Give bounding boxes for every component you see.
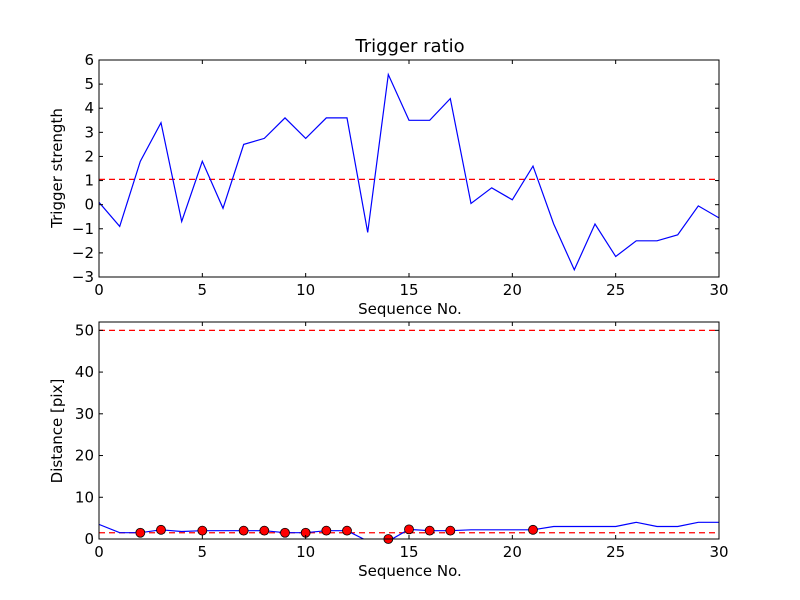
y-tick-label: 3 — [84, 123, 94, 141]
y-tick-label: 40 — [75, 363, 94, 381]
data-point — [404, 524, 414, 535]
x-tick-label: 15 — [399, 543, 418, 561]
data-point — [135, 527, 146, 538]
y-tick-label: 0 — [84, 196, 94, 214]
x-tick-label: 15 — [399, 281, 418, 299]
y-tick-label: 4 — [84, 99, 94, 117]
x-tick-label: 20 — [503, 543, 522, 561]
y-tick-label: −3 — [72, 268, 94, 286]
y-tick-label: 50 — [75, 321, 94, 339]
data-point — [445, 525, 456, 536]
x-axis-label: Sequence No. — [358, 300, 462, 318]
data-point — [197, 525, 208, 536]
y-axis-label: Trigger strength — [48, 108, 66, 229]
x-tick-label: 30 — [709, 281, 728, 299]
y-tick-label: 5 — [84, 75, 94, 93]
x-tick-label: 0 — [94, 281, 104, 299]
y-tick-label: 30 — [75, 405, 94, 423]
x-tick-label: 10 — [296, 281, 315, 299]
y-tick-label: 10 — [75, 488, 94, 506]
series-line — [99, 72, 719, 272]
x-tick-label: 5 — [198, 543, 208, 561]
data-point — [156, 524, 166, 535]
axes-frame — [98, 59, 720, 278]
data-point — [424, 525, 435, 536]
x-tick-label: 25 — [606, 543, 625, 561]
y-axis-label: Distance [pix] — [48, 379, 66, 484]
data-point — [321, 525, 332, 536]
trigger-ratio-chart: Trigger ratio 0 5 10 15 20 25 30−3−2−10123456 … — [48, 36, 729, 318]
x-tick-label: 30 — [709, 543, 728, 561]
x-tick-label: 20 — [503, 281, 522, 299]
y-tick-label: −1 — [72, 220, 94, 238]
x-axis-label: Sequence No. — [358, 562, 462, 580]
data-point — [238, 525, 249, 536]
y-tick-label: 6 — [84, 51, 94, 69]
chart-title: Trigger ratio — [354, 36, 464, 57]
x-tick-label: 25 — [606, 281, 625, 299]
data-point — [259, 525, 270, 536]
distance-chart: 0 5 10 15 20 25 30 0 10 20 30 40 50 Sequence No. Dis… — [48, 321, 729, 580]
x-tick-label: 10 — [296, 543, 315, 561]
y-tick-label: 2 — [84, 147, 94, 165]
x-tick-label: 0 — [94, 543, 104, 561]
axes-frame — [98, 321, 720, 540]
data-point — [528, 524, 538, 535]
y-tick-label: 0 — [84, 530, 94, 548]
y-tick-label: 20 — [75, 447, 94, 465]
y-tick-label: 1 — [84, 172, 94, 190]
y-tick-label: −2 — [72, 244, 94, 262]
data-point — [342, 525, 352, 536]
data-point — [280, 527, 290, 538]
x-tick-label: 5 — [198, 281, 208, 299]
